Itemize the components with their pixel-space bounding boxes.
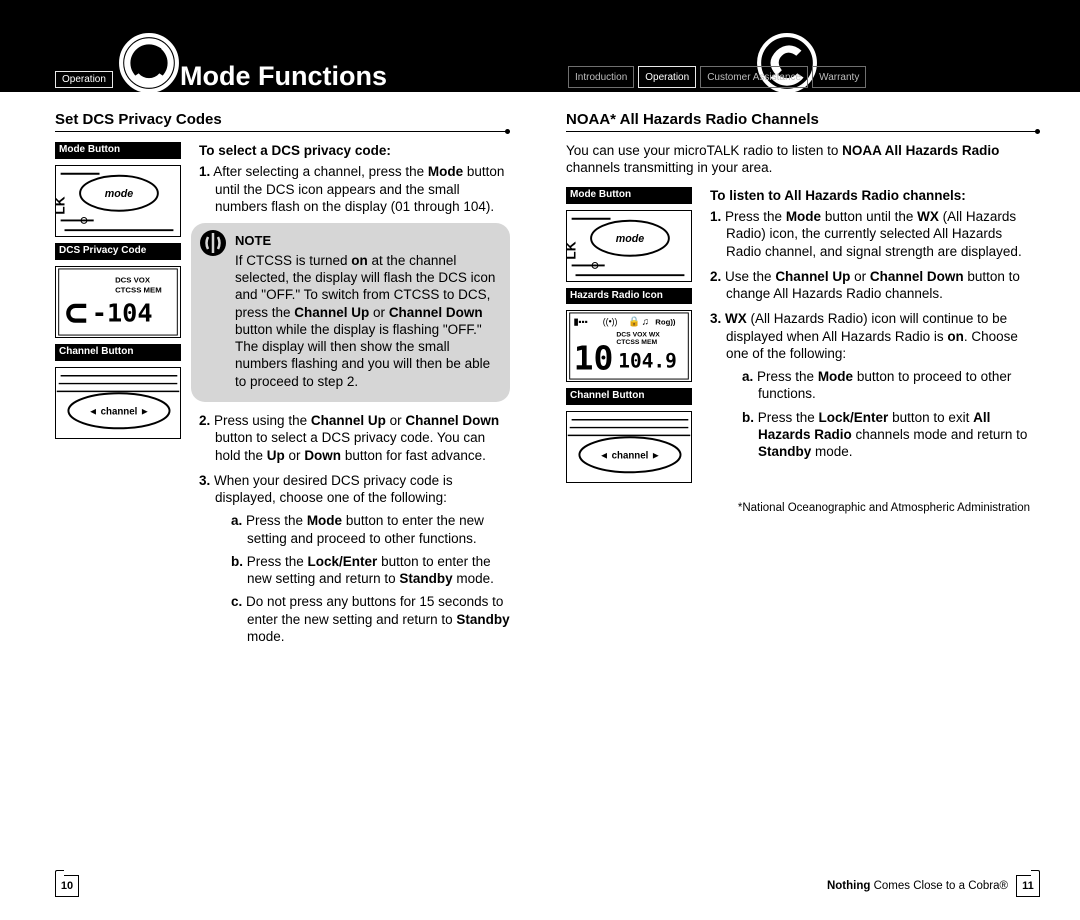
step-3-right: 3. WX (All Hazards Radio) icon will cont… bbox=[710, 310, 1040, 460]
page-right: Introduction Operation Customer Assistan… bbox=[540, 0, 1080, 920]
main-column-right: To listen to All Hazards Radio channels:… bbox=[710, 187, 1040, 483]
svg-text:◄ channel ►: ◄ channel ► bbox=[599, 451, 660, 462]
caption-dcs-code: DCS Privacy Code bbox=[55, 243, 181, 260]
tab-operation-right: Operation bbox=[638, 66, 696, 88]
tagline: Nothing Comes Close to a Cobra® bbox=[827, 880, 1008, 892]
svg-text:((•)): ((•)) bbox=[603, 317, 618, 327]
footer-right: Nothing Comes Close to a Cobra® 11 bbox=[827, 872, 1040, 900]
main-column-left: To select a DCS privacy code: 1. After s… bbox=[199, 142, 510, 653]
caption-mode-button-r: Mode Button bbox=[566, 187, 692, 204]
illus-dcs-code: DCS VOX CTCSS MEM ⊂ -104 bbox=[55, 266, 181, 338]
tab-warranty: Warranty bbox=[812, 66, 866, 88]
page-number-left: 10 bbox=[55, 875, 79, 897]
tab-operation-left: Operation bbox=[55, 71, 113, 88]
step-1-left: 1. After selecting a channel, press the … bbox=[199, 163, 510, 215]
svg-text:DCS VOX: DCS VOX bbox=[115, 275, 151, 284]
svg-text:▮▪▪▪: ▮▪▪▪ bbox=[574, 317, 588, 327]
caption-channel-button: Channel Button bbox=[55, 344, 181, 361]
svg-text:LK: LK bbox=[567, 241, 579, 259]
section-title-right: NOAA* All Hazards Radio Channels bbox=[566, 110, 1040, 132]
svg-text:CTCSS MEM: CTCSS MEM bbox=[616, 339, 657, 346]
caption-hazards-icon: Hazards Radio Icon bbox=[566, 288, 692, 305]
side-column-right: Mode Button mode LK Hazards Radio Icon bbox=[566, 187, 692, 483]
step-3a-left: a. Press the Mode button to enter the ne… bbox=[231, 512, 510, 547]
svg-text:Rog)): Rog)) bbox=[655, 318, 676, 327]
svg-text:LK: LK bbox=[56, 196, 68, 214]
illus-mode-button: mode LK bbox=[55, 165, 181, 237]
svg-text:♫: ♫ bbox=[642, 317, 649, 328]
illus-channel-button: ◄ channel ► bbox=[55, 367, 181, 439]
header-left: Operation Mode Functions bbox=[0, 0, 540, 92]
footnote: *National Oceanographic and Atmospheric … bbox=[566, 501, 1040, 516]
cobra-logo-icon bbox=[118, 32, 180, 94]
svg-text:mode: mode bbox=[105, 188, 134, 200]
step-3b-right: b. Press the Lock/Enter button to exit A… bbox=[742, 409, 1040, 461]
svg-text:DCS VOX WX: DCS VOX WX bbox=[616, 332, 660, 339]
svg-text:104.9: 104.9 bbox=[618, 350, 677, 373]
step-3b-left: b. Press the Lock/Enter button to enter … bbox=[231, 553, 510, 588]
tab-customer-assistance: Customer Assistance bbox=[700, 66, 808, 88]
intro-right: You can use your microTALK radio to list… bbox=[566, 142, 1040, 177]
caption-mode-button: Mode Button bbox=[55, 142, 181, 159]
svg-text:🔒: 🔒 bbox=[628, 316, 640, 328]
lead-left: To select a DCS privacy code: bbox=[199, 142, 510, 159]
svg-text:CTCSS MEM: CTCSS MEM bbox=[115, 285, 162, 294]
note-body: If CTCSS is turned on at the channel sel… bbox=[235, 252, 496, 390]
step-3c-left: c. Do not press any buttons for 15 secon… bbox=[231, 593, 510, 645]
svg-text:◄ channel ►: ◄ channel ► bbox=[88, 406, 149, 417]
section-title-left: Set DCS Privacy Codes bbox=[55, 110, 510, 132]
illus-hazards-icon: ▮▪▪▪ ((•)) 🔒 ♫ Rog)) DCS VOX WX CTCSS ME… bbox=[566, 310, 692, 382]
side-column-left: Mode Button mode LK DCS Privacy Code bbox=[55, 142, 181, 653]
content-left: Set DCS Privacy Codes Mode Button mode L… bbox=[0, 92, 540, 653]
step-3a-right: a. Press the Mode button to proceed to o… bbox=[742, 368, 1040, 403]
footer-left: 10 bbox=[55, 872, 79, 900]
step-1-right: 1. Press the Mode button until the WX (A… bbox=[710, 208, 1040, 260]
spread-title: Mode Functions bbox=[180, 61, 387, 92]
step-2-right: 2. Use the Channel Up or Channel Down bu… bbox=[710, 268, 1040, 303]
caption-channel-button-r: Channel Button bbox=[566, 388, 692, 405]
svg-text:-104: -104 bbox=[92, 298, 153, 327]
note-box: NOTE If CTCSS is turned on at the channe… bbox=[191, 223, 510, 402]
page-left: Operation Mode Functions Set DCS Privacy… bbox=[0, 0, 540, 920]
illus-mode-button-r: mode LK bbox=[566, 210, 692, 282]
illus-channel-button-r: ◄ channel ► bbox=[566, 411, 692, 483]
note-icon bbox=[199, 229, 227, 257]
lead-right: To listen to All Hazards Radio channels: bbox=[710, 187, 1040, 204]
content-right: NOAA* All Hazards Radio Channels You can… bbox=[540, 92, 1080, 516]
note-title: NOTE bbox=[235, 233, 496, 250]
page-number-right: 11 bbox=[1016, 875, 1040, 897]
svg-text:10: 10 bbox=[574, 339, 614, 378]
step-2-left: 2. Press using the Channel Up or Channel… bbox=[199, 412, 510, 464]
svg-text:mode: mode bbox=[616, 233, 645, 245]
svg-text:⊂: ⊂ bbox=[65, 290, 87, 335]
tab-introduction: Introduction bbox=[568, 66, 634, 88]
step-3-left: 3. When your desired DCS privacy code is… bbox=[199, 472, 510, 645]
header-right: Introduction Operation Customer Assistan… bbox=[540, 0, 1080, 92]
